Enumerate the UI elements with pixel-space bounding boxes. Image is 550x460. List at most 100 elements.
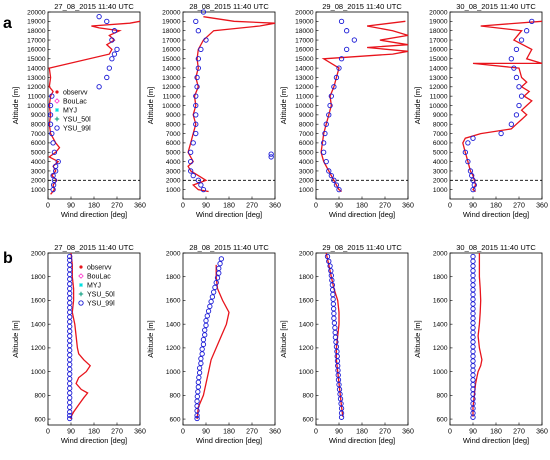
legend-MYJ-point [79, 283, 83, 287]
y-tick-label: 9000 [299, 112, 314, 119]
series-observv [320, 20, 409, 193]
YSU_99l-point [268, 154, 274, 160]
YSU_99l-point [67, 338, 73, 344]
YSU_99l-point [326, 112, 332, 118]
y-tick-label: 16000 [295, 47, 314, 54]
y-tick-label: 600 [169, 416, 180, 423]
YSU_99l-point [204, 313, 210, 319]
YSU_99l-point [195, 389, 201, 395]
YSU_99l-point [470, 382, 476, 388]
x-tick-label: 270 [111, 429, 123, 436]
y-tick-label: 1200 [433, 345, 448, 352]
x-tick-label: 270 [111, 203, 123, 210]
y-tick-label: 11000 [430, 93, 448, 100]
YSU_99l-point [470, 334, 476, 340]
y-tick-label: 17000 [27, 37, 46, 44]
YSU_99l-point [196, 365, 203, 371]
y-tick-label: 1000 [166, 369, 181, 376]
YSU_99l-point [216, 265, 222, 272]
YSU_99l-point [196, 374, 202, 381]
YSU_99l-point [330, 296, 336, 302]
legend-label: observv [63, 90, 88, 97]
x-tick-label: 180 [223, 429, 235, 436]
YSU_99l-point [351, 37, 357, 43]
panel-label-a: a [3, 15, 12, 32]
YSU_99l-point [200, 341, 207, 347]
chart-title: 30_08_2015 11:40 UTC [456, 243, 536, 252]
YSU_99l-point [198, 182, 204, 188]
YSU_99l-point [53, 163, 59, 169]
series-YSU_99l [67, 253, 73, 422]
YSU_99l-point [67, 376, 73, 382]
series-observv [196, 264, 230, 420]
x-tick-label: 0 [314, 429, 318, 436]
YSU_99l-point [194, 412, 200, 419]
YSU_99l-point [470, 186, 476, 193]
x-tick-label: 270 [379, 203, 391, 210]
chart-a2: 28_08_2015 11:40 UTC 0 90 180 270 360 1000 2000… [146, 2, 281, 219]
legend-MYJ-point [55, 108, 59, 112]
YSU_99l-point [96, 14, 102, 20]
chart-b1: 27_08_2015 11:40 UTC 0 90 180 270 360 600 800 10… [11, 243, 146, 445]
series-observv [462, 20, 543, 193]
YSU_99l-point [211, 289, 217, 295]
y-tick-label: 19000 [162, 19, 181, 26]
YSU_99l-point [513, 112, 520, 118]
y-tick-label: 1000 [299, 187, 314, 194]
x-tick-label: 180 [490, 203, 502, 210]
YSU_99l-point [104, 74, 110, 81]
series-YSU_99l [470, 253, 476, 420]
y-tick-label: 10000 [162, 103, 181, 110]
y-tick-label: 7000 [166, 131, 181, 138]
chart-a3: 29_08_2015 11:40 UTC 0 90 180 270 360 1000 2000… [279, 2, 414, 219]
YSU_99l-point [470, 372, 476, 378]
YSU_99l-point [465, 140, 471, 146]
YSU_99l-point [49, 93, 55, 99]
YSU_99l-point [330, 291, 336, 298]
YSU_99l-point [470, 339, 476, 345]
YSU_99l-point [322, 130, 328, 137]
YSU_99l-point [323, 121, 329, 127]
y-axis-label: Altitude [m] [146, 320, 155, 358]
y-tick-label: 2000 [299, 178, 314, 185]
y-tick-label: 13000 [295, 75, 314, 82]
series-YSU_99l [462, 18, 535, 193]
series-YSU_99l [47, 14, 120, 193]
YSU_99l-point [67, 399, 73, 406]
series-observv [472, 253, 483, 417]
YSU_99l-point [67, 395, 73, 401]
YSU_99l-point [470, 306, 476, 312]
plot-frame [449, 252, 543, 426]
y-tick-label: 4000 [31, 159, 46, 166]
y-axis-label: Altitude [m] [279, 87, 288, 125]
YSU_99l-point [330, 301, 337, 307]
YSU_99l-point [332, 325, 338, 331]
observv-line [472, 253, 483, 417]
x-tick-label: 180 [356, 203, 368, 210]
chart-title: 28_08_2015 11:40 UTC [189, 2, 269, 11]
y-tick-label: 3000 [166, 168, 181, 175]
x-tick-label: 270 [513, 429, 525, 436]
YSU_99l-point [195, 56, 201, 62]
chart-title: 28_08_2015 11:40 UTC [189, 243, 269, 252]
YSU_99l-point [268, 151, 274, 157]
YSU_99l-point [207, 303, 213, 310]
YSU_99l-point [518, 37, 525, 43]
y-tick-label: 15000 [27, 56, 46, 63]
YSU_99l-point [51, 177, 58, 183]
y-tick-label: 2000 [166, 250, 181, 257]
x-tick-label: 270 [513, 203, 525, 210]
y-axis-label: Altitude [m] [11, 87, 20, 125]
legend-YSU_50l-point [54, 116, 60, 122]
YSU_99l-point [332, 329, 338, 336]
YSU_99l-point [196, 370, 203, 376]
series-observv [187, 16, 276, 193]
legend-label: observv [87, 265, 112, 272]
YSU_99l-point [67, 281, 73, 287]
YSU_99l-point [326, 168, 332, 174]
y-tick-label: 2000 [31, 178, 46, 185]
observv-line [462, 20, 543, 193]
y-tick-label: 10000 [295, 103, 314, 110]
y-tick-label: 800 [436, 393, 447, 400]
x-tick-label: 90 [67, 429, 75, 436]
